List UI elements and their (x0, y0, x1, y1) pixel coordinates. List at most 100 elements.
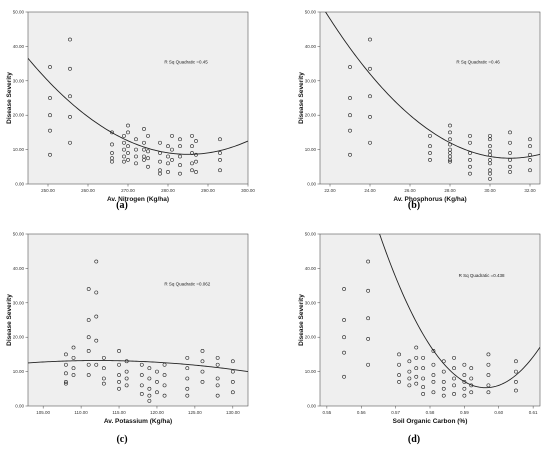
x-axis-title: Av. Nitrogen (Kg/ha) (107, 196, 169, 203)
data-point (71, 373, 76, 377)
y-tick-label: 10.00 (305, 369, 317, 374)
y-tick-label: 10.00 (305, 147, 317, 152)
data-point (117, 386, 121, 391)
data-point (348, 128, 352, 133)
data-point (468, 140, 472, 145)
data-point (366, 362, 371, 367)
chart-panel-2: 0.00 10.00 20.00 30.00 40.00 50.00 22.00 24.00 2… (298, 10, 541, 211)
x-tick-label: 22.00 (324, 188, 336, 193)
x-tick-label: 28.00 (444, 188, 456, 193)
data-point (366, 337, 371, 341)
data-point (110, 142, 114, 147)
data-point (124, 383, 129, 388)
data-point (397, 352, 401, 357)
data-point (452, 376, 456, 381)
data-point (147, 366, 152, 371)
data-point (86, 373, 91, 377)
data-point (146, 133, 150, 138)
x-tick-label: 32.00 (524, 188, 536, 193)
data-point (366, 259, 371, 264)
x-tick-label: 0.61 (529, 410, 538, 415)
data-point (126, 151, 130, 155)
y-tick-label: 0.00 (307, 182, 316, 187)
data-point (462, 380, 467, 384)
x-tick-label: 0.55 (322, 410, 331, 415)
data-point (488, 176, 492, 181)
y-tick-label: 40.00 (13, 44, 25, 49)
data-point (441, 380, 446, 384)
data-point (68, 115, 72, 119)
data-point (368, 115, 372, 119)
x-tick-label: 0.58 (426, 410, 435, 415)
data-point (218, 137, 222, 142)
data-point (407, 359, 412, 364)
r-squared-annotation: R Sq Quadratic =0.46 (456, 60, 500, 65)
data-point (110, 151, 114, 155)
data-point (230, 369, 235, 374)
data-point (94, 290, 99, 295)
y-tick-label: 40.00 (305, 44, 317, 49)
data-point (407, 369, 412, 374)
data-point (190, 133, 194, 138)
data-point (64, 381, 68, 386)
data-point (431, 362, 436, 367)
data-point (142, 140, 146, 145)
data-point (414, 366, 419, 371)
data-point (142, 147, 146, 152)
data-point (441, 386, 446, 391)
data-point (147, 386, 152, 391)
data-point (215, 393, 220, 398)
data-point (155, 369, 159, 374)
data-point (230, 380, 235, 384)
x-tick-label: 260.00 (81, 188, 95, 193)
data-point (117, 380, 121, 384)
data-point (448, 123, 452, 128)
data-point (421, 392, 426, 396)
data-point (428, 133, 432, 138)
panel-label: (a) (116, 200, 128, 211)
data-point (48, 128, 52, 133)
data-point (421, 385, 426, 389)
plot-area (27, 233, 249, 407)
data-point (448, 130, 452, 135)
x-axis-title: Soil Organic Carbon (%) (393, 418, 468, 425)
data-point (126, 123, 130, 128)
data-point (126, 144, 130, 149)
data-point (468, 171, 472, 176)
x-tick-label: 270.00 (121, 188, 135, 193)
data-point (185, 376, 190, 381)
data-point (528, 158, 532, 162)
data-point (190, 144, 194, 149)
data-point (126, 158, 130, 162)
data-point (514, 388, 518, 393)
data-point (448, 159, 452, 164)
x-tick-label: 130.00 (226, 410, 240, 415)
x-tick-label: 0.56 (357, 410, 366, 415)
data-point (142, 158, 146, 162)
data-point (64, 352, 68, 357)
data-point (170, 158, 174, 162)
data-point (486, 390, 491, 395)
data-point (68, 140, 72, 145)
data-point (146, 156, 150, 161)
data-point (71, 345, 76, 350)
data-point (86, 349, 91, 353)
data-point (122, 140, 126, 145)
data-point (486, 383, 491, 388)
data-point (122, 159, 126, 164)
plot-area (319, 11, 541, 185)
panel-label: (c) (116, 434, 127, 445)
data-point (397, 373, 401, 377)
data-point (348, 152, 352, 157)
data-point (468, 133, 472, 138)
data-point (486, 362, 491, 367)
data-point (101, 355, 106, 360)
data-point (190, 161, 194, 166)
data-point (452, 366, 456, 371)
data-point (194, 152, 198, 157)
data-point (147, 376, 152, 381)
data-point (218, 158, 222, 162)
x-tick-label: 125.00 (188, 410, 202, 415)
data-point (468, 164, 472, 169)
